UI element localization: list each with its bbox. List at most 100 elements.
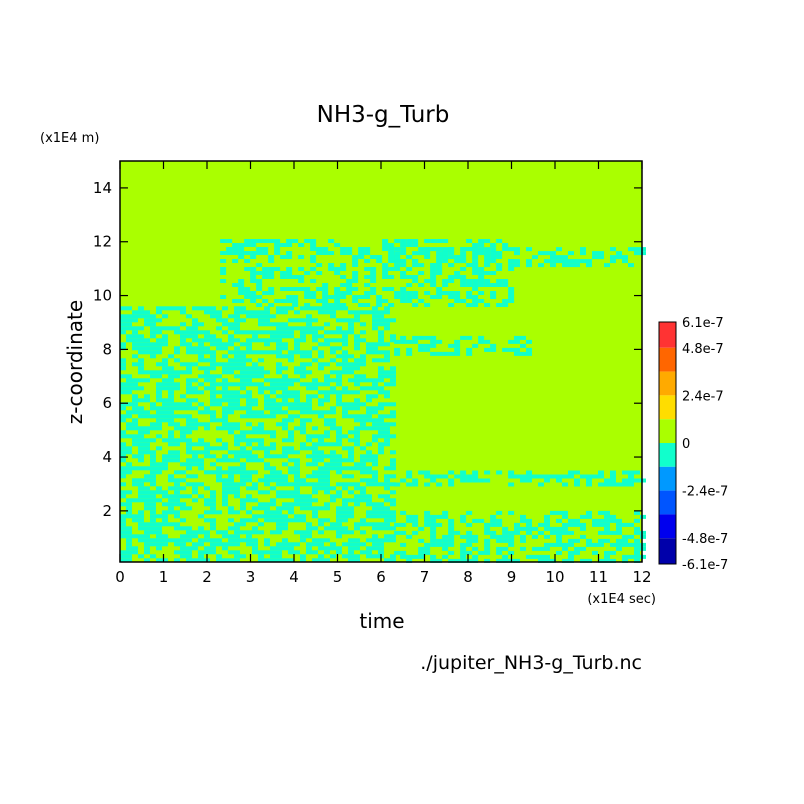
heatmap-cell xyxy=(366,418,372,423)
heatmap-cell xyxy=(120,534,126,539)
heatmap-cell xyxy=(372,474,378,479)
heatmap-cell xyxy=(294,326,300,331)
heatmap-cell xyxy=(150,422,156,427)
heatmap-cell xyxy=(222,482,228,487)
heatmap-cell xyxy=(312,330,318,335)
heatmap-cell xyxy=(436,295,443,299)
heatmap-cell xyxy=(340,247,347,251)
heatmap-cell xyxy=(228,470,234,475)
heatmap-cell xyxy=(162,490,168,495)
heatmap-cell xyxy=(306,326,312,331)
heatmap-cell xyxy=(234,318,240,323)
heatmap-cell xyxy=(234,486,240,491)
heatmap-cell xyxy=(210,462,216,467)
heatmap-cell xyxy=(430,239,437,243)
heatmap-cell xyxy=(550,255,556,260)
heatmap-cell xyxy=(120,526,126,531)
heatmap-cell xyxy=(378,390,384,395)
heatmap-cell xyxy=(258,554,264,559)
heatmap-cell xyxy=(330,330,336,335)
heatmap-cell xyxy=(312,498,318,503)
heatmap-cell xyxy=(472,478,479,483)
heatmap-cell xyxy=(354,318,360,323)
heatmap-cell xyxy=(634,530,640,535)
heatmap-cell xyxy=(354,378,360,383)
heatmap-cell xyxy=(372,542,378,547)
heatmap-cell xyxy=(312,542,318,547)
heatmap-cell xyxy=(514,530,520,535)
heatmap-cell xyxy=(252,446,258,451)
heatmap-cell xyxy=(258,382,264,387)
heatmap-cell xyxy=(132,334,138,339)
heatmap-cell xyxy=(348,474,354,479)
heatmap-cell xyxy=(508,263,515,268)
heatmap-cell xyxy=(490,243,497,247)
heatmap-cell xyxy=(198,514,204,519)
heatmap-cell xyxy=(246,478,252,483)
heatmap-cell xyxy=(198,438,204,443)
heatmap-cell xyxy=(424,335,431,340)
heatmap-cell xyxy=(246,346,252,351)
y-tick-label: 6 xyxy=(102,394,112,412)
heatmap-cell xyxy=(598,558,604,563)
heatmap-cell xyxy=(228,382,234,387)
heatmap-cell xyxy=(198,374,204,379)
heatmap-cell xyxy=(538,474,544,479)
heatmap-cell xyxy=(246,310,252,315)
heatmap-cell xyxy=(286,255,293,259)
heatmap-cell xyxy=(322,247,329,251)
heatmap-cell xyxy=(204,534,210,539)
heatmap-cell xyxy=(360,454,366,459)
heatmap-cell xyxy=(502,283,509,287)
heatmap-cell xyxy=(120,518,126,523)
heatmap-cell xyxy=(574,538,580,543)
heatmap-cell xyxy=(246,494,252,499)
heatmap-cell xyxy=(252,374,258,379)
heatmap-cell xyxy=(270,386,276,391)
heatmap-cell xyxy=(508,534,515,539)
heatmap-cell xyxy=(156,338,162,343)
heatmap-cell xyxy=(264,318,270,323)
heatmap-cell xyxy=(378,426,384,431)
heatmap-cell xyxy=(298,279,305,283)
heatmap-cell xyxy=(264,558,270,563)
heatmap-cell xyxy=(282,306,288,311)
heatmap-cell xyxy=(222,414,228,419)
heatmap-cell xyxy=(568,518,574,523)
heatmap-cell xyxy=(496,518,503,523)
heatmap-cell xyxy=(348,318,354,323)
heatmap-cell xyxy=(294,346,300,351)
heatmap-cell xyxy=(378,450,384,455)
heatmap-cell xyxy=(216,342,222,347)
heatmap-cell xyxy=(418,526,425,531)
heatmap-cell xyxy=(342,502,348,507)
heatmap-cell xyxy=(384,442,390,447)
heatmap-cell xyxy=(424,247,431,251)
heatmap-cell xyxy=(348,370,354,375)
heatmap-cell xyxy=(286,271,293,275)
heatmap-cell xyxy=(312,558,318,563)
heatmap-cell xyxy=(348,550,354,555)
heatmap-cell xyxy=(252,366,258,371)
heatmap-cell xyxy=(568,251,574,256)
heatmap-cell xyxy=(520,514,526,519)
heatmap-cell xyxy=(222,346,228,351)
heatmap-cell xyxy=(324,550,330,555)
heatmap-cell xyxy=(240,478,246,483)
heatmap-cell xyxy=(526,351,532,356)
heatmap-cell xyxy=(418,554,425,559)
heatmap-cell xyxy=(598,518,604,523)
heatmap-cell xyxy=(258,422,264,427)
heatmap-cell xyxy=(144,442,150,447)
heatmap-cell xyxy=(484,251,491,255)
heatmap-cell xyxy=(622,534,628,539)
heatmap-cell xyxy=(226,247,233,251)
heatmap-cell xyxy=(472,538,479,543)
heatmap-cell xyxy=(466,530,473,535)
heatmap-cell xyxy=(252,382,258,387)
x-tick-label: 3 xyxy=(246,568,256,586)
heatmap-cell xyxy=(246,366,252,371)
heatmap-cell xyxy=(418,263,425,268)
heatmap-cell xyxy=(550,542,556,547)
heatmap-cell xyxy=(640,247,646,252)
